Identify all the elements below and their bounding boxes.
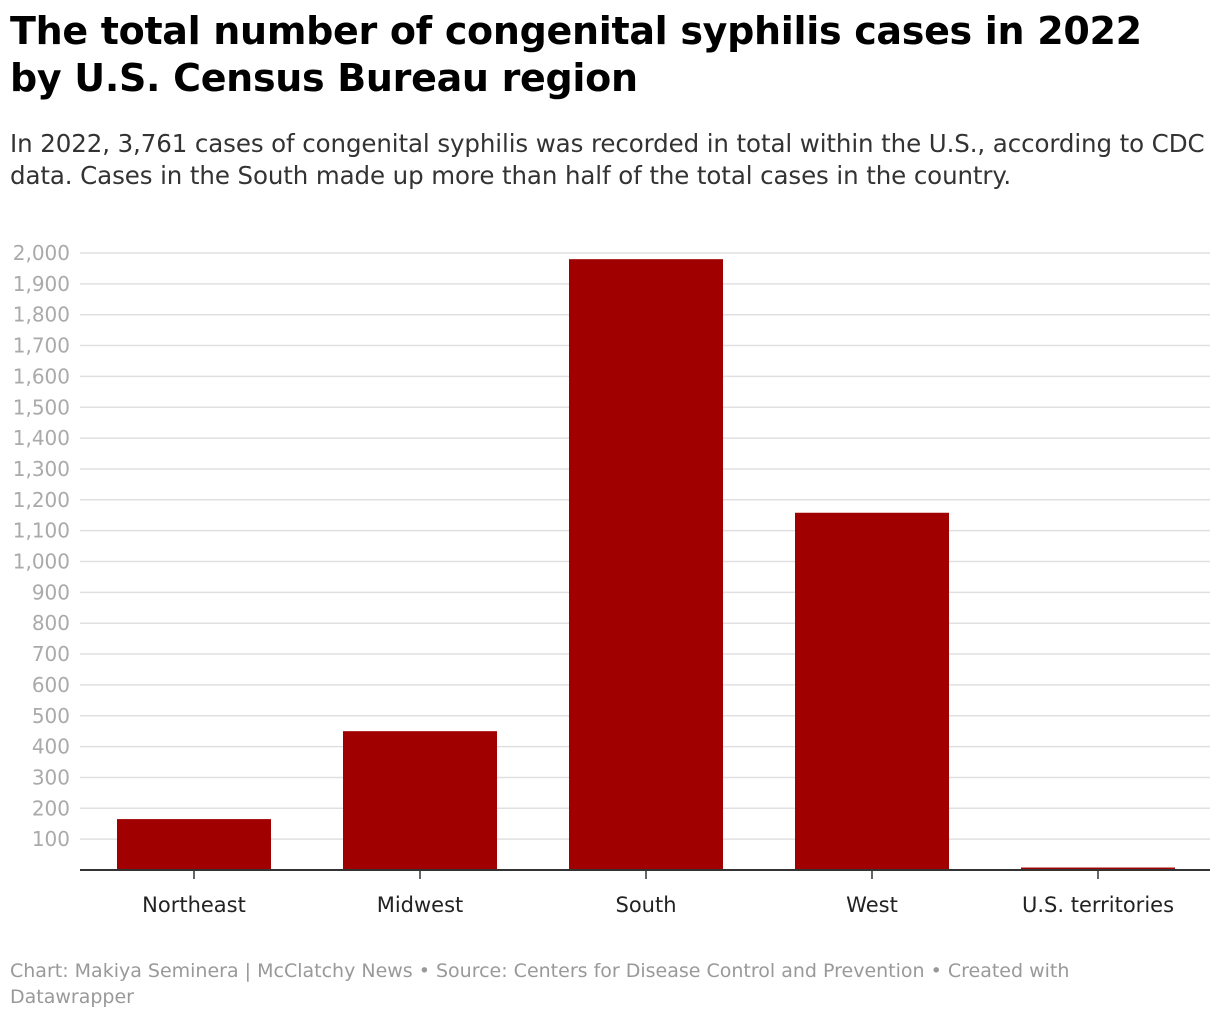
y-tick-label: 200 (32, 796, 70, 820)
bar-northeast (117, 819, 271, 870)
y-tick-label: 400 (32, 735, 70, 759)
y-axis-tick-labels: 100 200 300 400 500 600 700 800 900 1,000 1,100 1,2… (13, 241, 70, 851)
y-tick-label: 2,000 (13, 241, 70, 265)
y-tick-label: 1,200 (13, 488, 70, 512)
x-axis-ticks (193, 870, 1099, 879)
y-tick-label: 900 (32, 580, 70, 604)
chart-title: The total number of congenital syphilis … (10, 9, 1142, 100)
bar-u-s-territories (1021, 867, 1175, 870)
y-tick-label: 1,000 (13, 550, 70, 574)
bar-west (795, 512, 949, 870)
x-axis-category-labels: Northeast Midwest South West U.S. territorie… (142, 893, 1174, 917)
y-tick-label: 1,800 (13, 303, 70, 327)
y-tick-label: 800 (32, 611, 70, 635)
chart-subtitle: In 2022, 3,761 cases of congenital syphi… (10, 129, 1205, 190)
y-tick-label: 1,500 (13, 395, 70, 419)
bar-midwest (343, 731, 497, 870)
x-category-label: West (846, 893, 898, 917)
y-tick-label: 1,100 (13, 519, 70, 543)
y-tick-label: 700 (32, 642, 70, 666)
y-tick-label: 100 (32, 827, 70, 851)
x-category-label: U.S. territories (1022, 893, 1174, 917)
x-category-label: South (615, 893, 676, 917)
y-tick-label: 1,300 (13, 457, 70, 481)
y-tick-label: 1,400 (13, 426, 70, 450)
bar-south (569, 259, 723, 870)
chart-footer-credit: Chart: Makiya Seminera | McClatchy News … (10, 960, 1070, 1008)
y-tick-label: 1,600 (13, 364, 70, 388)
y-tick-label: 500 (32, 704, 70, 728)
y-tick-label: 300 (32, 765, 70, 789)
x-category-label: Northeast (142, 893, 246, 917)
y-tick-label: 1,700 (13, 334, 70, 358)
bars (117, 259, 1175, 870)
y-tick-label: 1,900 (13, 272, 70, 296)
x-category-label: Midwest (377, 893, 464, 917)
bar-chart: 100 200 300 400 500 600 700 800 900 1,000 1,100 1,2… (13, 241, 1210, 917)
y-tick-label: 600 (32, 673, 70, 697)
